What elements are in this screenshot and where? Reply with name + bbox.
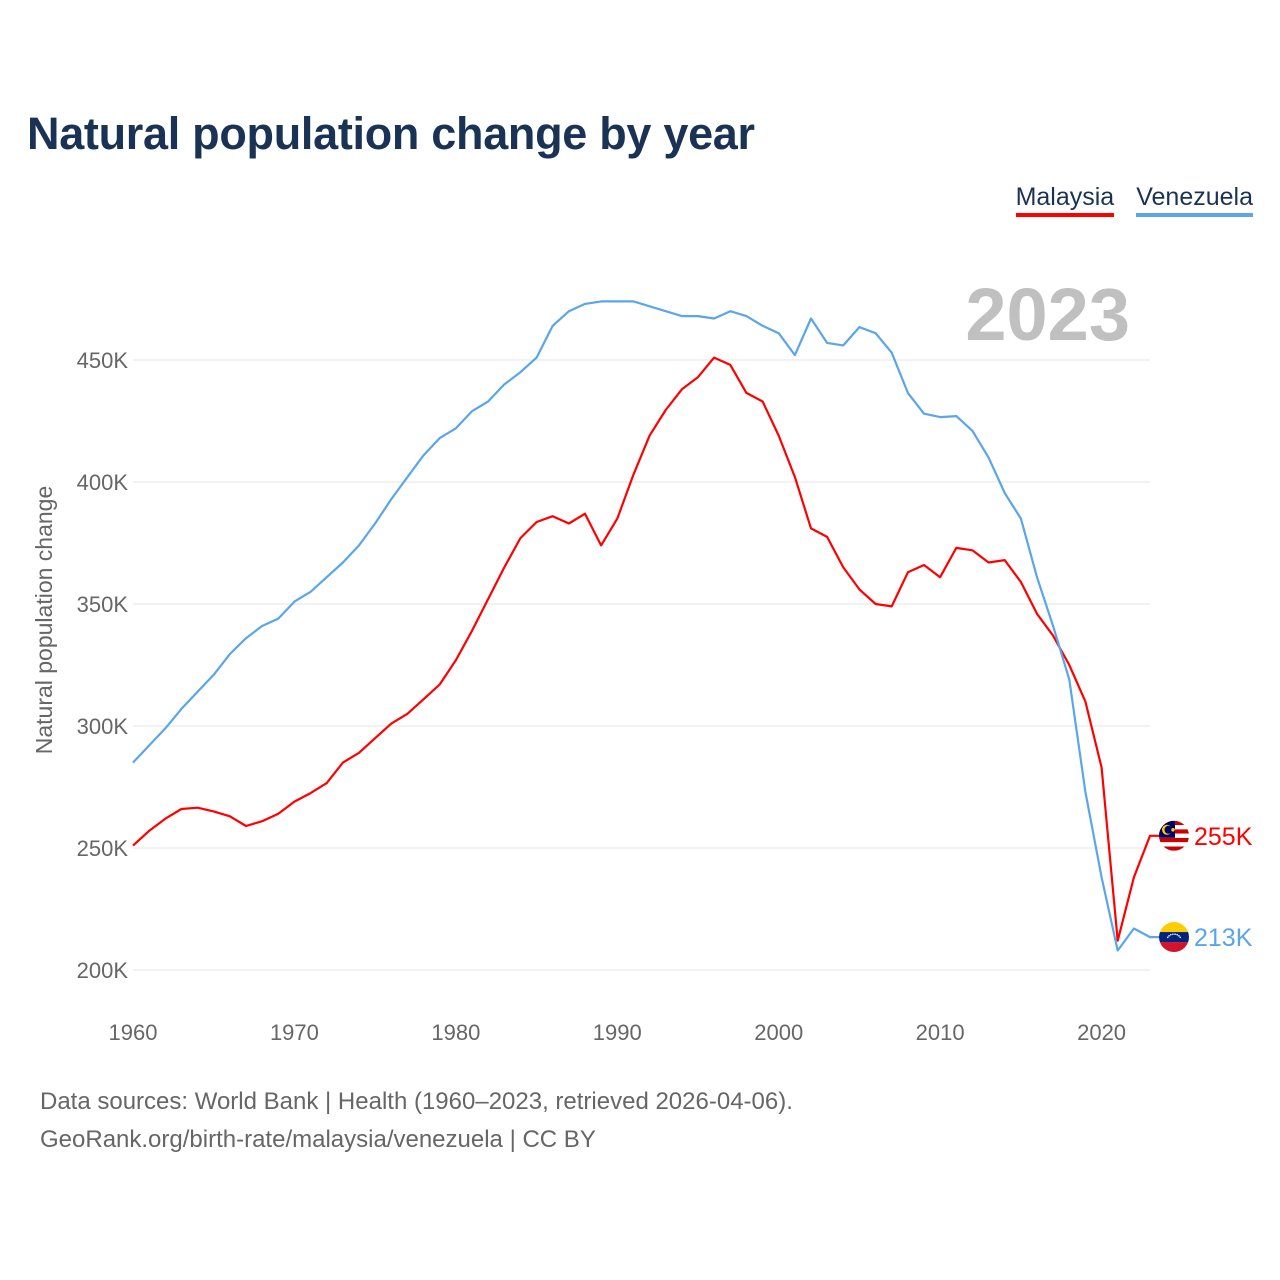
x-tick-label: 2000 [754, 1020, 803, 1045]
y-axis-label: Natural population change [31, 486, 57, 755]
footer-sources: Data sources: World Bank | Health (1960–… [40, 1088, 793, 1115]
x-tick-label: 1970 [270, 1020, 319, 1045]
y-tick-label: 350K [77, 592, 129, 617]
x-tick-label: 2020 [1077, 1020, 1126, 1045]
x-tick-label: 2010 [916, 1020, 965, 1045]
legend-item-venezuela[interactable]: Venezuela [1136, 183, 1253, 217]
y-tick-label: 450K [77, 348, 129, 373]
end-value-label: 255K [1194, 823, 1253, 851]
end-value-label: 213K [1194, 924, 1253, 952]
malaysia-flag-icon [1159, 820, 1189, 851]
legend-item-malaysia[interactable]: Malaysia [1015, 183, 1115, 217]
series-line-venezuela [132, 300, 1160, 952]
x-tick-label: 1980 [431, 1020, 480, 1045]
venezuela-flag-icon [1159, 922, 1189, 953]
y-tick-label: 300K [77, 714, 129, 739]
legend: Malaysia Venezuela [1015, 183, 1253, 217]
year-label: 2023 [965, 273, 1130, 356]
chart-title: Natural population change by year [27, 108, 755, 159]
x-tick-label: 1960 [109, 1020, 158, 1045]
y-tick-label: 250K [77, 836, 129, 861]
y-tick-label: 400K [77, 470, 129, 495]
series-line-malaysia [132, 356, 1160, 942]
x-tick-label: 1990 [593, 1020, 642, 1045]
footer-attribution[interactable]: GeoRank.org/birth-rate/malaysia/venezuel… [40, 1126, 596, 1153]
y-tick-label: 200K [77, 958, 129, 983]
